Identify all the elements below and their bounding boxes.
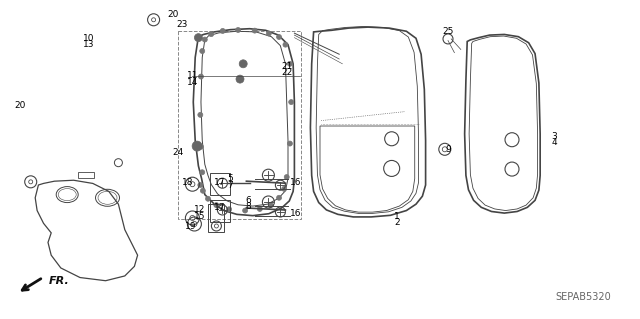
Text: 21: 21 [281,62,292,71]
Circle shape [257,206,262,211]
Bar [211,173,230,195]
Text: 2: 2 [394,218,399,227]
Bar [209,204,225,232]
Text: 18: 18 [182,178,194,187]
Text: 6: 6 [246,197,251,205]
Text: 15: 15 [194,212,205,221]
Text: 3: 3 [552,132,557,141]
Circle shape [283,42,288,47]
Text: 16: 16 [290,178,301,187]
Circle shape [276,195,282,200]
Text: 8: 8 [246,202,251,211]
Text: FR.: FR. [49,276,70,286]
Text: 1: 1 [394,212,399,221]
Text: 13: 13 [83,40,94,49]
Text: 16: 16 [290,209,301,218]
Circle shape [287,141,292,146]
Text: 12: 12 [194,205,205,214]
Circle shape [195,33,202,42]
Circle shape [198,112,203,117]
Circle shape [236,27,241,33]
Text: 7: 7 [228,181,233,189]
Text: 19: 19 [185,222,196,231]
Text: 4: 4 [552,138,557,147]
Text: 17: 17 [214,178,226,187]
Circle shape [284,174,289,180]
Circle shape [200,188,205,193]
Circle shape [198,144,204,149]
Circle shape [214,203,219,208]
Circle shape [236,75,244,83]
Text: 5: 5 [228,174,233,183]
Text: 10: 10 [83,34,94,43]
Text: 9: 9 [445,145,451,154]
Circle shape [252,28,257,33]
Circle shape [209,32,214,37]
Circle shape [276,34,282,40]
Text: 11: 11 [187,71,198,80]
Bar [211,200,230,222]
Circle shape [282,186,287,191]
Circle shape [227,207,232,212]
Circle shape [198,182,203,188]
Text: 14: 14 [187,78,198,87]
Bar [178,31,301,219]
Circle shape [220,28,225,33]
Circle shape [289,100,294,105]
Circle shape [266,31,271,36]
Circle shape [202,37,207,42]
Circle shape [198,74,204,79]
Circle shape [287,61,292,66]
Text: 20: 20 [15,101,26,110]
Circle shape [200,48,205,54]
Text: 25: 25 [442,27,454,36]
Bar [79,173,95,178]
Text: 22: 22 [281,68,292,77]
Text: 24: 24 [172,148,184,157]
Text: SEPAB5320: SEPAB5320 [556,292,611,302]
Text: 23: 23 [177,20,188,29]
Circle shape [243,208,248,213]
Text: 17: 17 [214,204,226,212]
Circle shape [239,60,247,68]
Circle shape [192,141,202,151]
Circle shape [268,203,273,208]
Text: 20: 20 [167,10,179,19]
Circle shape [205,196,211,201]
Circle shape [200,170,205,175]
